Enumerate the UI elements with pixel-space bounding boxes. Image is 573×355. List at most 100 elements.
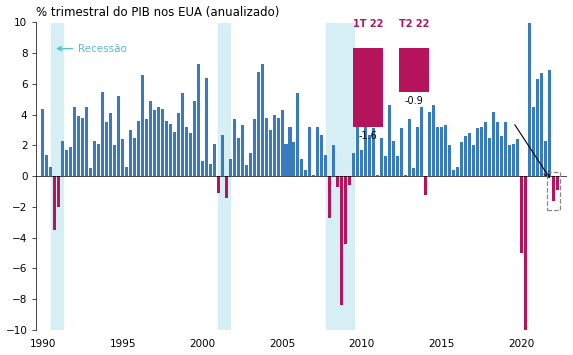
Bar [472, 146, 475, 176]
Bar [65, 150, 68, 176]
Text: T2 22: T2 22 [399, 20, 429, 29]
Bar [129, 130, 132, 176]
Bar [133, 138, 136, 176]
Bar [316, 127, 319, 176]
Bar [205, 78, 208, 176]
Text: -1.6: -1.6 [359, 131, 378, 141]
Bar [257, 72, 260, 176]
Bar [547, 171, 560, 210]
Bar [277, 118, 280, 176]
Bar [404, 175, 407, 176]
Bar [412, 168, 415, 176]
Bar [448, 146, 451, 176]
Bar [324, 155, 327, 176]
Bar [177, 113, 180, 176]
Bar [399, 48, 429, 92]
Bar [213, 144, 216, 176]
Bar [380, 138, 383, 176]
Bar [117, 96, 120, 176]
Bar [51, 22, 63, 330]
Bar [392, 141, 395, 176]
Bar [544, 141, 547, 176]
Bar [384, 156, 387, 176]
Bar [492, 111, 495, 176]
Bar [354, 48, 383, 127]
Bar [348, 176, 351, 185]
Bar [420, 107, 423, 176]
Bar [241, 125, 244, 176]
Bar [460, 142, 463, 176]
Bar [508, 146, 511, 176]
Bar [125, 167, 128, 176]
Bar [209, 164, 212, 176]
Bar [61, 141, 64, 176]
Bar [556, 176, 559, 190]
Bar [149, 101, 152, 176]
Bar [468, 133, 471, 176]
Bar [153, 110, 156, 176]
Bar [93, 141, 96, 176]
Bar [269, 130, 272, 176]
Bar [300, 159, 304, 176]
Bar [181, 93, 184, 176]
Bar [185, 127, 188, 176]
Bar [197, 64, 200, 176]
Bar [229, 159, 231, 176]
Bar [336, 176, 339, 187]
Bar [221, 135, 223, 176]
Bar [233, 119, 236, 176]
Bar [217, 176, 220, 193]
Bar [41, 109, 44, 176]
Bar [292, 142, 296, 176]
Bar [432, 105, 435, 176]
Bar [400, 129, 403, 176]
Bar [484, 122, 487, 176]
Bar [464, 136, 467, 176]
Bar [428, 111, 431, 176]
Bar [368, 135, 371, 176]
Bar [504, 122, 507, 176]
Text: 1T 22: 1T 22 [353, 20, 383, 29]
Bar [520, 176, 523, 253]
Bar [193, 101, 196, 176]
Bar [344, 176, 347, 244]
Bar [245, 165, 248, 176]
Text: Recessão: Recessão [57, 44, 127, 54]
Bar [326, 22, 354, 330]
Bar [281, 110, 284, 176]
Bar [253, 119, 256, 176]
Bar [45, 155, 48, 176]
Bar [376, 175, 379, 176]
Bar [225, 176, 227, 198]
Bar [157, 107, 160, 176]
Text: -0.9: -0.9 [405, 96, 423, 106]
Bar [201, 161, 204, 176]
Bar [73, 107, 76, 176]
Bar [548, 70, 551, 176]
Bar [532, 107, 535, 176]
Bar [97, 144, 100, 176]
Bar [101, 92, 104, 176]
Bar [296, 93, 300, 176]
Bar [424, 176, 427, 195]
Bar [137, 121, 140, 176]
Bar [496, 122, 499, 176]
Bar [69, 147, 72, 176]
Bar [145, 119, 148, 176]
Bar [356, 115, 359, 176]
Bar [249, 153, 252, 176]
Bar [352, 153, 355, 176]
Bar [288, 127, 292, 176]
Bar [536, 79, 539, 176]
Bar [512, 144, 515, 176]
Bar [57, 176, 60, 207]
Bar [237, 138, 240, 176]
Bar [360, 150, 363, 176]
Bar [340, 176, 343, 305]
Text: % trimestral do PIB nos EUA (anualizado): % trimestral do PIB nos EUA (anualizado) [37, 6, 280, 18]
Bar [218, 22, 230, 330]
Bar [53, 176, 56, 230]
Bar [528, 0, 531, 176]
Bar [364, 118, 367, 176]
Bar [488, 138, 491, 176]
